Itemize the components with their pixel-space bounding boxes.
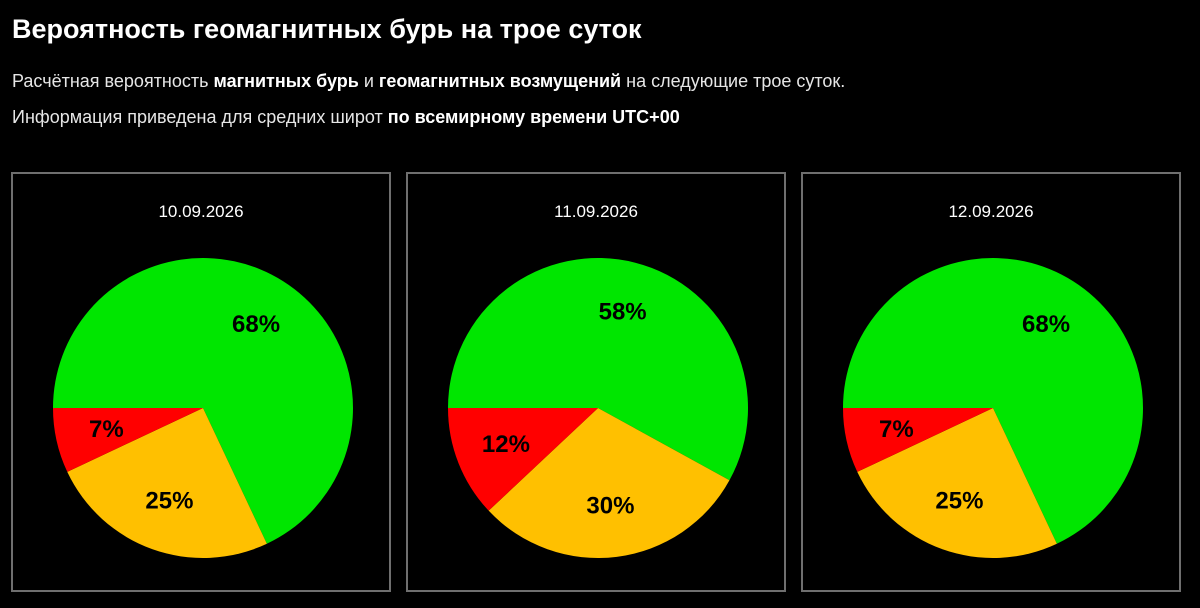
description-text: Расчётная вероятность	[12, 71, 214, 91]
pie-chart-day-1: 68% 25% 7%	[53, 257, 353, 558]
pie-slice	[448, 258, 748, 481]
panel-date: 11.09.2026	[554, 202, 638, 221]
forecast-panel-day-3: 12.09.2026 68% 25% 7%	[801, 172, 1181, 592]
pie-chart-day-3: 68% 25% 7%	[843, 257, 1143, 558]
pie-slice-label: 30%	[586, 493, 634, 520]
pie-slice-label: 68%	[232, 311, 280, 338]
pie-slice-label: 68%	[1022, 311, 1070, 338]
description-bold-disturbances: геомагнитных возмущений	[378, 71, 622, 91]
pie-slice	[53, 408, 203, 472]
panel-date: 12.09.2026	[948, 202, 1034, 221]
pie-slice-label: 25%	[935, 488, 983, 515]
pie-slice	[857, 408, 1057, 558]
description-line-1: Расчётная вероятность магнитных бурь и г…	[12, 71, 845, 92]
description-line-2: Информация приведена для средних широт п…	[12, 107, 680, 128]
pie-slice	[448, 408, 598, 511]
forecast-panel-day-2: 11.09.2026 58% 30% 12%	[406, 172, 786, 592]
description-bold-utc: по всемирному времени UTC+00	[387, 107, 680, 127]
pie-slice	[67, 408, 267, 558]
pie-chart-day-2: 58% 30% 12%	[448, 258, 748, 559]
description-text: и	[358, 71, 379, 91]
pie-slice	[843, 257, 1143, 544]
pie-slice-label: 7%	[89, 416, 124, 443]
forecast-panel-day-1: 10.09.2026 68% 25% 7%	[11, 172, 391, 592]
pie-slice-label: 25%	[145, 488, 193, 515]
pie-slice	[488, 408, 730, 559]
pie-slice-label: 12%	[482, 431, 530, 458]
panel-date: 10.09.2026	[158, 202, 244, 221]
pie-slice	[843, 408, 993, 472]
description-text: Информация приведена для средних широт	[12, 107, 388, 127]
pie-slice-label: 7%	[879, 416, 914, 443]
pie-slice	[53, 257, 353, 544]
description-text: на следующие трое суток.	[621, 71, 846, 91]
page-title: Вероятность геомагнитных бурь на трое су…	[12, 14, 642, 44]
description-bold-storms: магнитных бурь	[213, 71, 359, 91]
pie-slice-label: 58%	[599, 299, 647, 326]
